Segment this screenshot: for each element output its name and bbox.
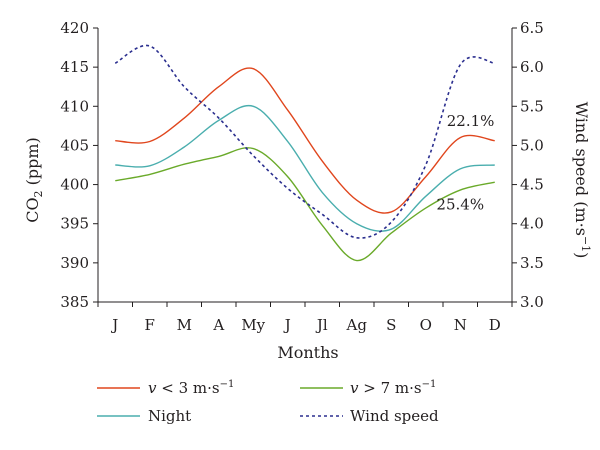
y-tick-label-410: 410 — [60, 97, 89, 115]
y2-tick-label-1: 3.5 — [520, 254, 544, 272]
legend-label-low-wind: v < 3 m·s−1 — [148, 379, 234, 397]
axes: 385 390 395 400 405 410 415 420 3.0 3.5 4.0 4.5 5.0 5… — [60, 19, 544, 334]
y-tick-label-405: 405 — [60, 136, 89, 154]
y2-tick-label-6: 6.0 — [520, 58, 544, 76]
series-line-wind — [114, 44, 495, 239]
legend-label-wind-speed: Wind speed — [350, 407, 439, 425]
y-tick-label-415: 415 — [60, 58, 89, 76]
x-tick-label-11: D — [489, 316, 501, 334]
y2-axis-title: Wind speed (m·s−1) — [572, 102, 592, 259]
y-tick-label-400: 400 — [60, 176, 89, 194]
x-axis-title: Months — [277, 343, 338, 362]
y-tick-label-390: 390 — [60, 254, 89, 272]
x-tick-label-0: J — [110, 316, 118, 334]
y2-tick-label-5: 5.5 — [520, 97, 544, 115]
y-axis-title-subscript: 2 — [32, 190, 45, 197]
y2-tick-label-0: 3.0 — [520, 293, 544, 311]
x-tick-label-2: M — [177, 316, 192, 334]
y2-axis-title-superscript: −1 — [579, 236, 592, 252]
annotation-0: 22.1% — [447, 112, 495, 130]
plot-area: 22.1% 25.4% — [114, 44, 495, 262]
x-tick-label-8: S — [386, 316, 396, 334]
annotation-1: 25.4% — [436, 196, 484, 214]
series-line-low — [115, 67, 495, 214]
series-line-high — [115, 147, 495, 262]
x-tick-label-1: F — [145, 316, 155, 334]
legend-label-night: Night — [148, 407, 191, 425]
y2-tick-label-3: 4.5 — [520, 176, 544, 194]
x-tick-label-4: My — [241, 316, 265, 334]
y-tick-label-420: 420 — [60, 19, 89, 37]
x-tick-label-3: A — [212, 316, 224, 334]
series-line-night — [115, 104, 495, 232]
y-tick-label-395: 395 — [60, 215, 89, 233]
x-tick-label-6: Jl — [315, 316, 328, 334]
x-tick-label-5: J — [283, 316, 291, 334]
legend: v < 3 m·s−1 v > 7 m·s−1 Night Wind speed — [97, 379, 439, 425]
y2-tick-label-2: 4.0 — [520, 215, 544, 233]
y2-tick-label-4: 5.0 — [520, 136, 544, 154]
x-tick-label-10: N — [454, 316, 467, 334]
legend-label-high-wind: v > 7 m·s−1 — [350, 379, 436, 397]
x-tick-label-9: O — [420, 316, 432, 334]
y2-tick-label-7: 6.5 — [520, 19, 544, 37]
y-axis-title: CO2 (ppm) — [23, 137, 45, 223]
x-tick-label-7: Ag — [346, 316, 368, 334]
y-tick-label-385: 385 — [60, 293, 89, 311]
